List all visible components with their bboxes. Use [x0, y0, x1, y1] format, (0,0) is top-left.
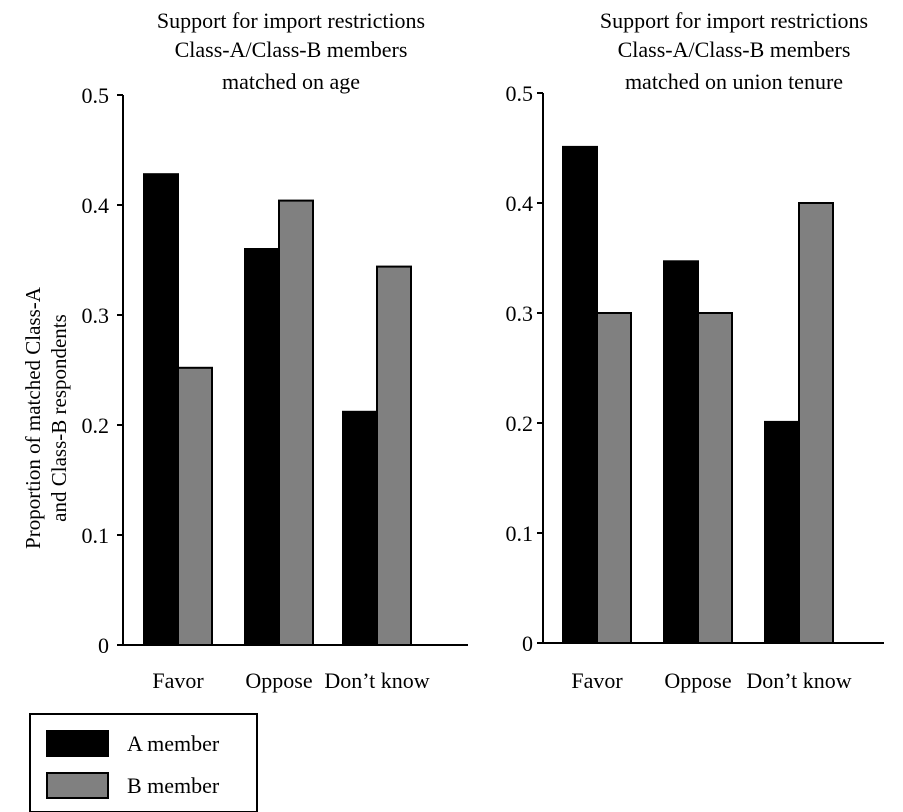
chart-panel-1: Support for import restrictions Class-A/C…: [21, 8, 468, 693]
bar-a-member-1: [562, 145, 598, 644]
y-tick-label: 0: [522, 631, 533, 656]
bar-a-member-1: [143, 173, 179, 646]
x-category-label: Don’t know: [746, 668, 851, 693]
y-axis-label-line-2: and Class-B respondents: [47, 314, 71, 522]
bar-a-member-3: [764, 420, 800, 644]
bar-b-member-1: [177, 366, 213, 646]
x-category-label: Favor: [152, 668, 204, 693]
legend-label-a-member: A member: [127, 731, 220, 756]
legend: A member B member: [29, 713, 258, 812]
bar-b-member-3: [376, 265, 412, 646]
bar-b-member-1: [596, 312, 632, 644]
chart-title-line-2: Class-A/Class-B members: [618, 37, 851, 62]
chart-title-line-3: matched on age: [222, 69, 360, 94]
y-tick-label: 0.3: [82, 303, 110, 328]
y-tick-label: 0.2: [82, 413, 110, 438]
x-category-label: Oppose: [664, 668, 731, 693]
x-category-label: Don’t know: [324, 668, 429, 693]
bar-b-member-2: [697, 312, 733, 644]
chart-panels: Support for import restrictions Class-A/C…: [21, 8, 884, 693]
legend-swatch-a-member: [46, 730, 109, 757]
x-category-label: Oppose: [245, 668, 312, 693]
chart-panel-2: Support for import restrictions Class-A/C…: [506, 8, 884, 693]
chart-title-line-1: Support for import restrictions: [600, 8, 868, 33]
legend-label-b-member: B member: [127, 773, 220, 798]
bar-a-member-2: [244, 248, 280, 646]
bar-b-member-3: [798, 202, 834, 644]
x-category-label: Favor: [571, 668, 623, 693]
y-tick-label: 0.4: [506, 191, 534, 216]
y-tick-label: 0.2: [506, 411, 534, 436]
y-tick-label: 0.1: [506, 521, 534, 546]
y-tick-label: 0: [98, 633, 109, 658]
y-tick-label: 0.1: [82, 523, 110, 548]
chart-title-line-2: Class-A/Class-B members: [175, 37, 408, 62]
bar-a-member-3: [342, 410, 378, 646]
y-axis-label-line-1: Proportion of matched Class-A: [21, 286, 45, 549]
legend-swatch-b-member: [46, 772, 109, 799]
bar-a-member-2: [663, 260, 699, 644]
chart-title-line-3: matched on union tenure: [625, 69, 843, 94]
y-tick-label: 0.5: [506, 81, 534, 106]
chart-title-line-1: Support for import restrictions: [157, 8, 425, 33]
y-tick-label: 0.3: [506, 301, 534, 326]
y-tick-label: 0.4: [82, 193, 110, 218]
bar-b-member-2: [278, 199, 314, 646]
y-tick-label: 0.5: [82, 83, 110, 108]
